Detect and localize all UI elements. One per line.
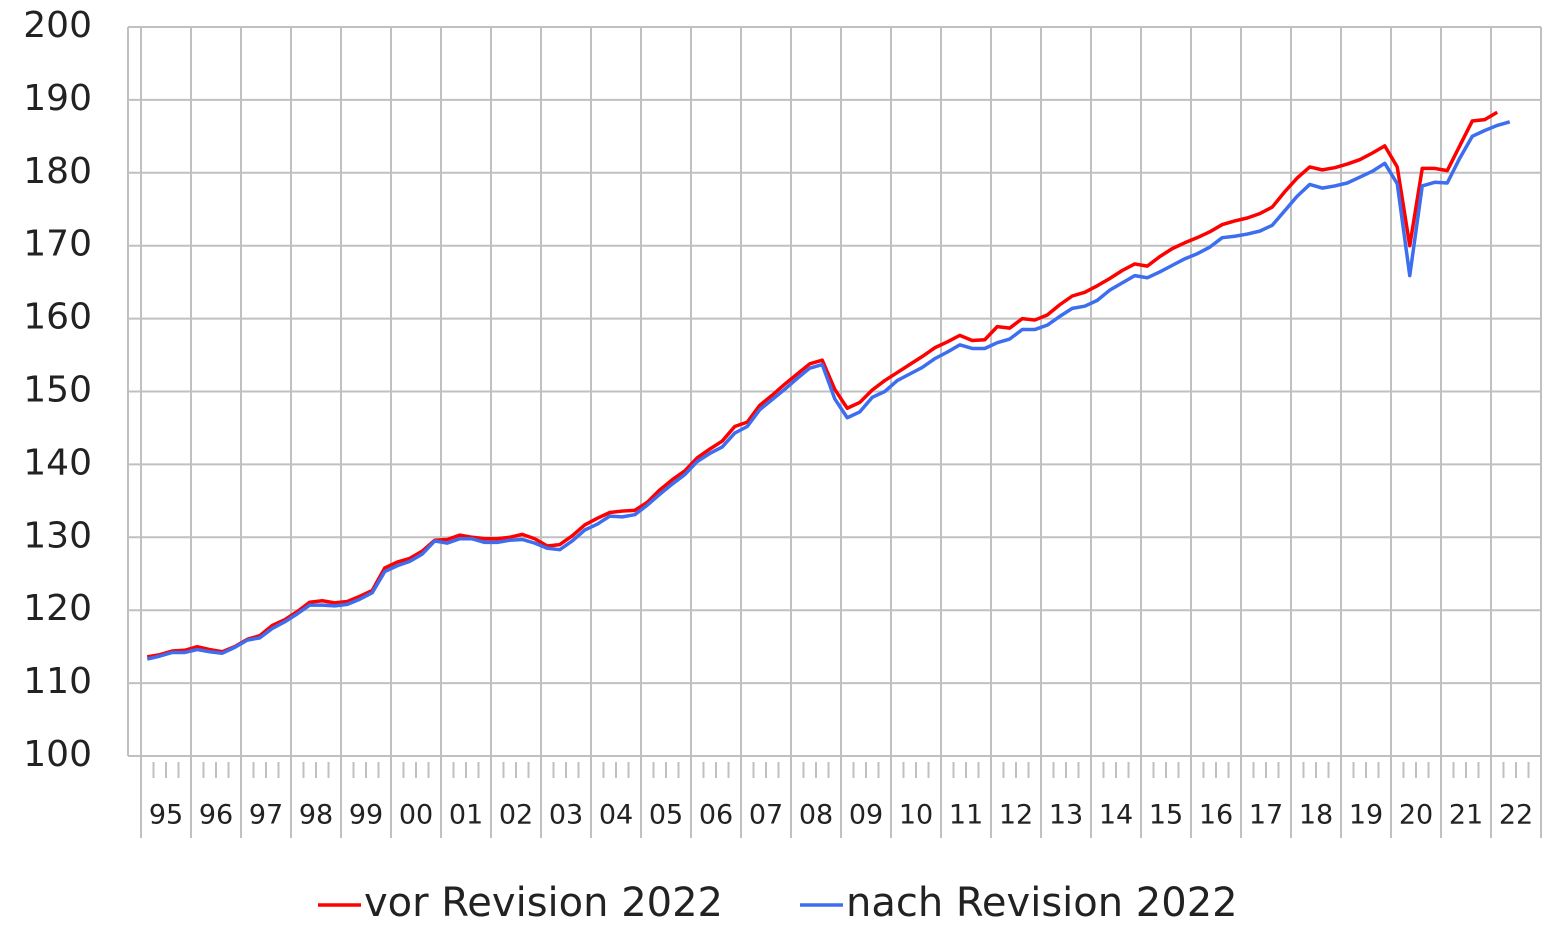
x-tick-label: 16	[1199, 800, 1233, 831]
x-tick-label: 20	[1399, 800, 1433, 831]
x-tick-label: 04	[599, 800, 633, 831]
y-tick-label: 190	[23, 78, 92, 119]
x-tick-label: 19	[1349, 800, 1383, 831]
x-tick-label: 02	[499, 800, 533, 831]
x-tick-label: 98	[299, 800, 333, 831]
y-tick-label: 200	[23, 5, 92, 46]
y-tick-label: 130	[23, 515, 92, 556]
x-tick-label: 95	[149, 800, 183, 831]
legend-label: nach Revision 2022	[846, 880, 1238, 925]
y-tick-label: 180	[23, 151, 92, 192]
x-tick-label: 21	[1449, 800, 1483, 831]
x-tick-label: 05	[649, 800, 683, 831]
x-tick-label: 10	[899, 800, 933, 831]
series-line	[146, 120, 1511, 661]
x-tick-label: 22	[1499, 800, 1533, 831]
x-tick-label: 08	[799, 800, 833, 831]
x-tick-label: 03	[549, 800, 583, 831]
y-tick-label: 140	[23, 442, 92, 483]
y-tick-label: 170	[23, 224, 92, 265]
x-tick-label: 11	[949, 800, 983, 831]
x-tick-label: 00	[399, 800, 433, 831]
x-tick-label: 06	[699, 800, 733, 831]
x-tick-label: 15	[1149, 800, 1183, 831]
x-tick-label: 01	[449, 800, 483, 831]
y-tick-label: 110	[23, 661, 92, 702]
x-tick-label: 18	[1299, 800, 1333, 831]
x-tick-label: 96	[199, 800, 233, 831]
x-tick-label: 14	[1099, 800, 1133, 831]
x-tick-label: 09	[849, 800, 883, 831]
x-tick-label: 07	[749, 800, 783, 831]
x-tick-label: 17	[1249, 800, 1283, 831]
y-tick-label: 100	[23, 734, 92, 775]
y-tick-label: 160	[23, 297, 92, 338]
x-tick-label: 13	[1049, 800, 1083, 831]
legend-label: vor Revision 2022	[364, 880, 723, 925]
x-tick-label: 97	[249, 800, 283, 831]
y-tick-label: 150	[23, 370, 92, 411]
y-tick-label: 120	[23, 588, 92, 629]
series-line	[146, 110, 1499, 659]
x-tick-label: 99	[349, 800, 383, 831]
x-tick-label: 12	[999, 800, 1033, 831]
